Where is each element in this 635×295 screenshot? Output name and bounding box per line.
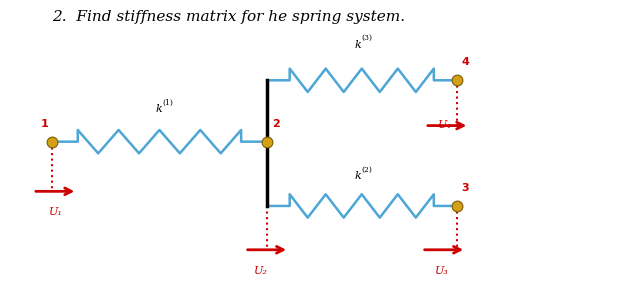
Text: 3: 3: [462, 183, 469, 193]
Text: k: k: [355, 40, 362, 50]
Point: [451, 78, 462, 83]
Text: 4: 4: [462, 57, 469, 67]
Text: U₂: U₂: [254, 266, 268, 276]
Text: 2: 2: [272, 119, 280, 129]
Point: [47, 139, 57, 144]
Text: U₃: U₃: [434, 266, 448, 276]
Point: [262, 139, 272, 144]
Text: U₁: U₁: [49, 207, 63, 217]
Text: (2): (2): [362, 166, 373, 174]
Text: 1: 1: [41, 119, 48, 129]
Point: [451, 204, 462, 208]
Text: k: k: [156, 104, 163, 114]
Text: 2.  Find stiffness matrix for he spring system.: 2. Find stiffness matrix for he spring s…: [52, 10, 405, 24]
Text: (1): (1): [163, 99, 173, 106]
Text: k: k: [355, 171, 362, 181]
Text: (3): (3): [362, 34, 373, 42]
Text: U₄: U₄: [438, 120, 451, 130]
